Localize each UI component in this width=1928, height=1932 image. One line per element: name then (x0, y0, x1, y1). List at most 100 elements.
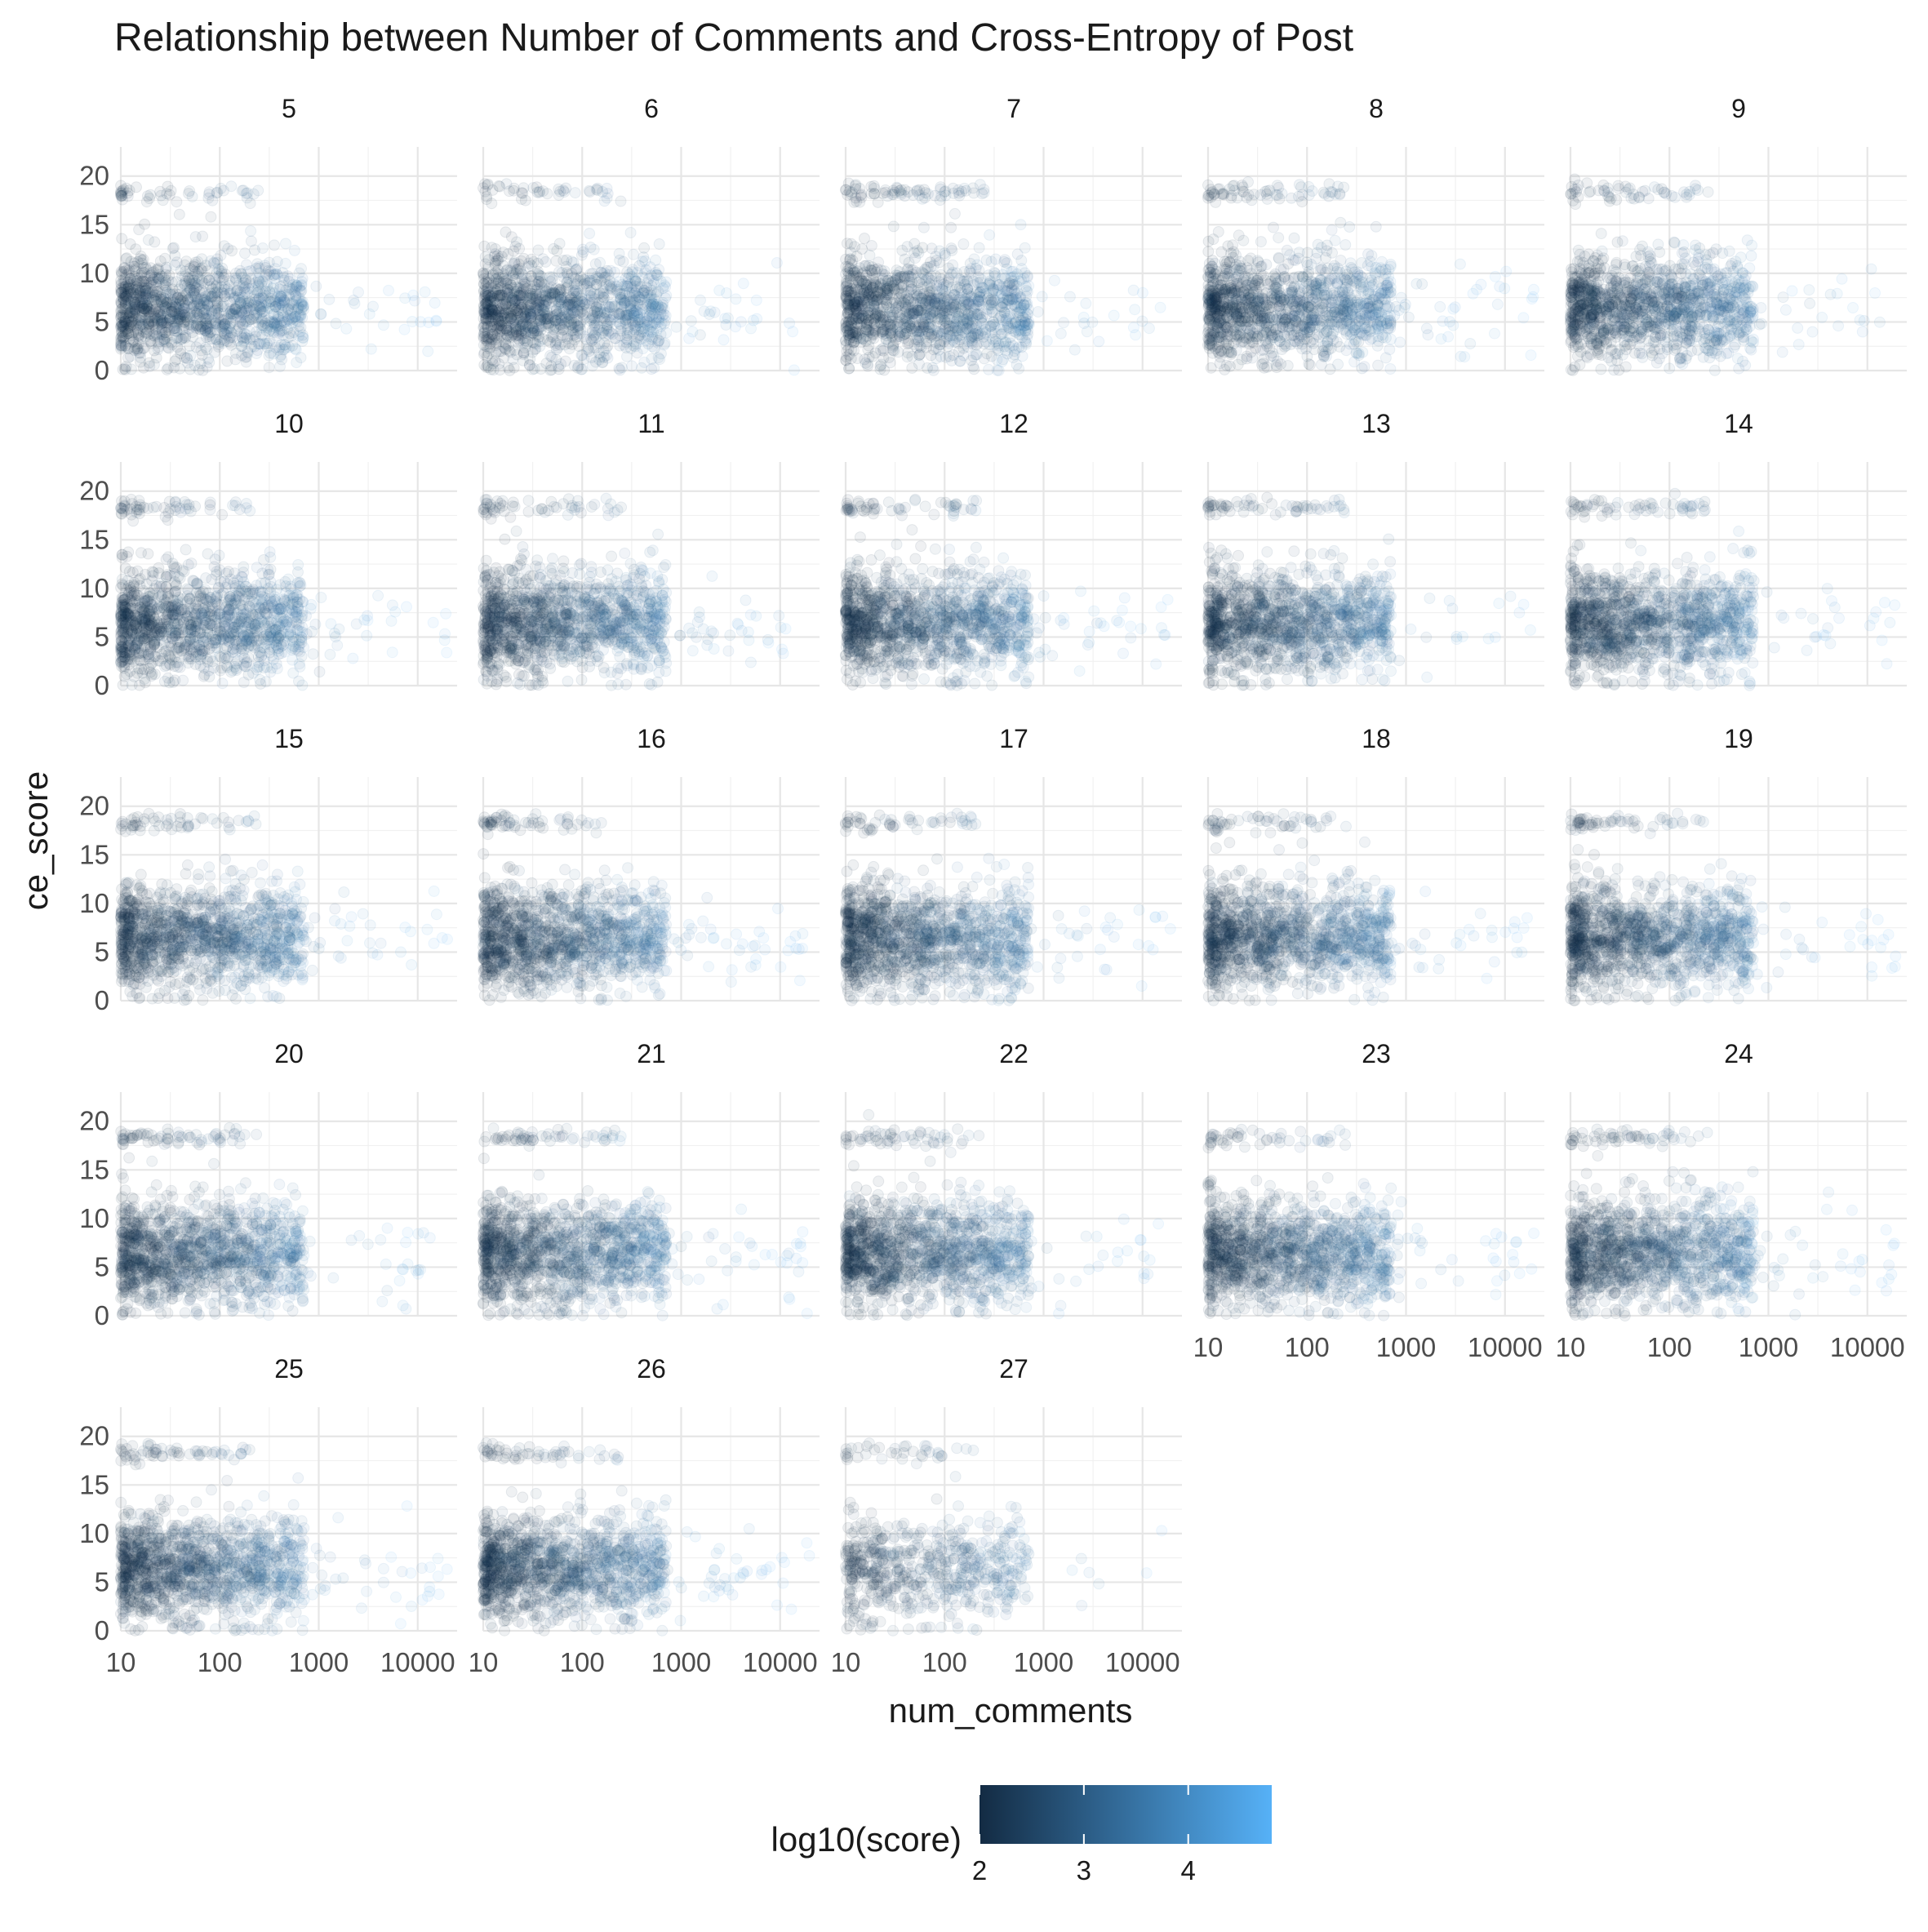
scatter-point (647, 341, 658, 352)
scatter-point (629, 249, 639, 260)
scatter-point (532, 326, 543, 336)
y-tick-label: 15 (79, 209, 109, 239)
scatter-point (902, 327, 913, 338)
scatter-point (654, 239, 664, 250)
facet-strip-label: 7 (1006, 94, 1021, 123)
scatter-point (988, 317, 999, 327)
scatter-point (540, 256, 551, 267)
scatter-point (1325, 364, 1335, 375)
scatter-point (649, 362, 660, 373)
scatter-point (229, 293, 239, 304)
scatter-point (997, 357, 1007, 367)
scatter-point (584, 291, 595, 301)
scatter-point (118, 292, 128, 303)
scatter-point (516, 255, 526, 266)
scatter-point (866, 241, 877, 251)
scatter-point (407, 317, 418, 327)
scatter-point (974, 299, 984, 309)
scatter-point (184, 340, 195, 351)
scatter-point (935, 314, 946, 325)
scatter-point (625, 228, 636, 238)
scatter-point (868, 180, 879, 191)
scatter-point (207, 308, 217, 318)
scatter-point (841, 254, 851, 264)
scatter-point (147, 287, 158, 298)
scatter-point (584, 229, 595, 239)
scatter-point (269, 269, 280, 279)
scatter-point (639, 242, 650, 253)
scatter-point (431, 315, 442, 326)
scatter-point (1144, 323, 1154, 334)
scatter-point (289, 245, 300, 255)
scatter-point (140, 331, 151, 342)
scatter-point (695, 295, 706, 305)
scatter-point (242, 346, 253, 357)
scatter-point (533, 296, 544, 307)
scatter-point (295, 285, 305, 295)
scatter-point (118, 185, 128, 196)
scatter-point (197, 349, 207, 360)
scatter-point (1064, 291, 1075, 302)
scatter-point (974, 242, 984, 253)
scatter-point (144, 271, 155, 282)
scatter-point (400, 293, 411, 304)
scatter-point (652, 300, 663, 310)
scatter-point (946, 222, 957, 233)
scatter-point (923, 313, 934, 324)
scatter-point (934, 257, 944, 268)
scatter-point (275, 362, 286, 372)
scatter-point (269, 240, 280, 251)
scatter-point (180, 312, 191, 322)
scatter-point (501, 179, 512, 189)
scatter-point (1155, 302, 1166, 313)
scatter-point (948, 267, 958, 278)
scatter-point (846, 187, 857, 198)
scatter-point (914, 359, 925, 370)
scatter-point (495, 310, 506, 321)
scatter-point (637, 362, 647, 373)
scatter-point (483, 278, 494, 288)
scatter-point (116, 310, 127, 321)
scatter-point (562, 268, 572, 278)
scatter-point (560, 356, 571, 366)
scatter-point (738, 278, 749, 289)
scatter-point (228, 332, 238, 343)
scatter-point (966, 332, 977, 343)
scatter-point (495, 346, 505, 357)
scatter-point (1015, 220, 1026, 230)
scatter-point (180, 331, 191, 341)
scatter-point (1094, 336, 1104, 347)
scatter-point (491, 244, 501, 255)
scatter-point (478, 183, 489, 193)
scatter-point (190, 232, 201, 242)
scatter-point (949, 208, 960, 219)
scatter-point (1082, 326, 1092, 337)
scatter-point (174, 209, 184, 220)
facet-strip-label: 8 (1369, 94, 1384, 123)
scatter-point (1014, 363, 1024, 374)
scatter-point (143, 235, 153, 246)
scatter-point (958, 239, 969, 250)
scatter-point (627, 361, 637, 371)
scatter-point (231, 348, 242, 358)
scatter-point (695, 330, 705, 340)
facet-strip-label: 5 (282, 94, 296, 123)
scatter-point (243, 286, 254, 297)
scatter-point (495, 320, 505, 331)
scatter-point (908, 305, 919, 316)
scatter-point (420, 286, 430, 297)
scatter-point (563, 280, 574, 291)
scatter-point (788, 326, 798, 337)
scatter-point (1528, 291, 1539, 302)
scatter-point (1055, 328, 1066, 339)
scatter-point (871, 311, 882, 322)
scatter-point (721, 320, 731, 331)
scatter-point (341, 323, 352, 334)
chart-title: Relationship between Number of Comments … (114, 16, 1353, 60)
scatter-point (502, 331, 513, 341)
scatter-point (241, 303, 251, 313)
scatter-point (187, 191, 198, 202)
scatter-point (155, 186, 166, 197)
